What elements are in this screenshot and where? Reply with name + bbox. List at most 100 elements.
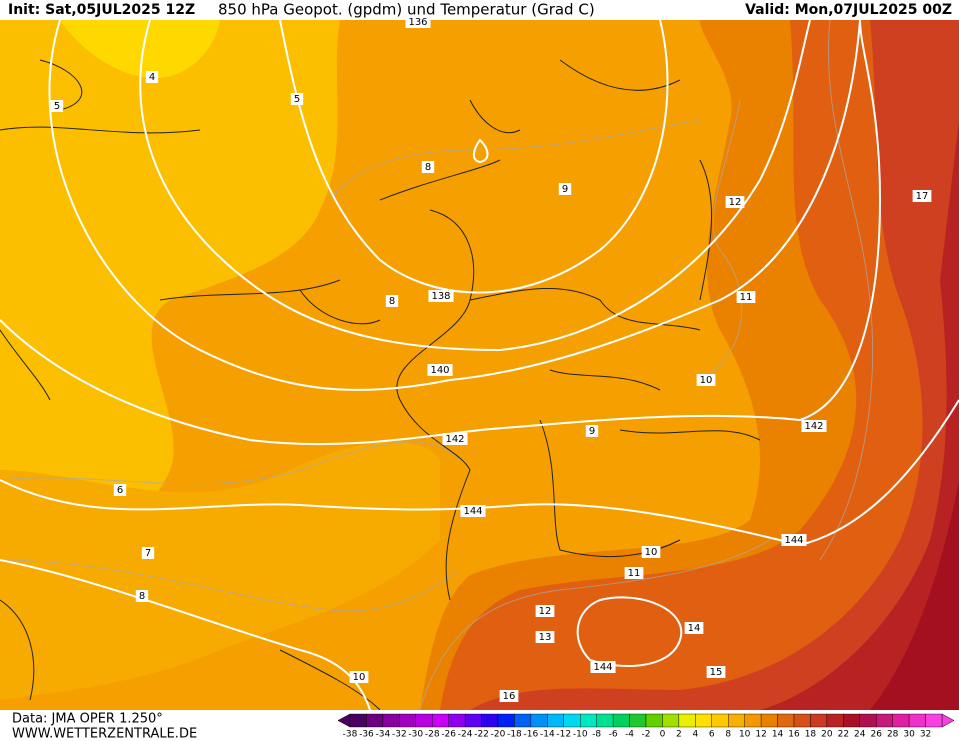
colorbar-swatch <box>629 713 647 728</box>
colorbar-label: 2 <box>676 730 682 740</box>
colorbar-swatch <box>596 713 614 728</box>
colorbar-swatch <box>645 713 663 728</box>
contour-label-text: 6 <box>117 485 123 496</box>
colorbar-label: -2 <box>642 730 651 740</box>
colorbar-swatch <box>448 713 466 728</box>
contour-label-box <box>725 196 745 208</box>
colorbar-label: 20 <box>821 730 833 740</box>
colorbar-label: -4 <box>625 730 634 740</box>
contour-label: 8 <box>421 161 435 173</box>
contour-label-box <box>558 183 572 195</box>
contour-label: 7 <box>141 547 155 559</box>
colorbar-swatch <box>810 713 828 728</box>
colorbar: -38 -36 -34 -32 -30 -28 -26 -24 -22 -20 -18 -16 -14-… <box>336 711 957 741</box>
contour-label-box <box>585 425 599 437</box>
contour-label: 10 <box>641 546 661 558</box>
contour-label: 15 <box>706 666 726 678</box>
colorbar-swatch <box>843 713 860 728</box>
contour-label-text: 144 <box>784 535 803 546</box>
colorbar-label: -10 <box>573 730 588 740</box>
colorbar-swatch <box>793 713 811 728</box>
contour-label: 12 <box>535 605 555 617</box>
colorbar-swatch <box>760 713 778 728</box>
contour-label: 9 <box>585 425 599 437</box>
isotherms <box>0 20 874 710</box>
contour-label-text: 142 <box>804 421 823 432</box>
colorbar-swatch <box>382 713 400 728</box>
colorbar-swatch <box>349 713 367 728</box>
contour-label-box <box>405 16 431 28</box>
contour-label-text: 5 <box>54 101 60 112</box>
contour-label: 9 <box>558 183 572 195</box>
colorbar-label: -28 <box>425 730 440 740</box>
contour-label: 11 <box>736 291 756 303</box>
contour-label-box <box>145 71 159 83</box>
borders <box>0 59 761 710</box>
field-red-orange <box>440 20 959 710</box>
contour-label-box <box>135 590 149 602</box>
contour-label-box <box>781 534 807 546</box>
colorbar-label: -34 <box>376 730 391 740</box>
colorbar-label: 4 <box>692 730 698 740</box>
contour-label-text: 15 <box>710 667 723 678</box>
contour-label-box <box>684 622 704 634</box>
contour-label: 16 <box>499 690 519 702</box>
contour-label: 10 <box>696 374 716 386</box>
colorbar-swatch <box>876 713 893 728</box>
contour-label-box <box>141 547 155 559</box>
colorbar-label: -36 <box>359 730 374 740</box>
colorbar-label: 12 <box>755 730 766 740</box>
contour-label-box <box>641 546 661 558</box>
map-field <box>0 20 959 710</box>
contour-label: 138 <box>428 290 454 302</box>
contour-label-text: 9 <box>562 184 568 195</box>
colorbar-swatch <box>662 713 680 728</box>
colorbar-swatch <box>744 713 762 728</box>
valid-label: Valid: Mon,07JUL2025 00Z <box>745 2 952 18</box>
contour-label: 142 <box>801 420 827 432</box>
website: WWW.WETTERZENTRALE.DE <box>12 727 197 741</box>
colorbar-label: -24 <box>458 730 473 740</box>
colorbar-label: -6 <box>609 730 618 740</box>
contour-label-box <box>113 484 127 496</box>
contour-label: 5 <box>290 93 304 105</box>
colorbar-swatch <box>826 713 844 728</box>
colorbar-swatch <box>612 713 630 728</box>
contour-label-text: 17 <box>916 191 929 202</box>
colorbar-swatch <box>728 713 745 728</box>
colorbar-swatch <box>695 713 712 728</box>
contour-label-box <box>428 290 454 302</box>
contour-label-box <box>696 374 716 386</box>
contour-label-text: 9 <box>589 426 595 437</box>
colorbar-label: -32 <box>392 730 407 740</box>
contour-label-box <box>912 190 932 202</box>
colorbar-swatch <box>925 713 943 728</box>
colorbar-label: 28 <box>887 730 899 740</box>
colorbar-swatch <box>547 713 564 728</box>
contour-label: 17 <box>912 190 932 202</box>
colorbar-swatch <box>892 713 910 728</box>
contour-label-text: 140 <box>430 365 449 376</box>
colorbar-swatch <box>399 713 416 728</box>
colorbar-swatch <box>514 713 532 728</box>
field-deep-red <box>870 480 959 710</box>
contour-label: 144 <box>590 661 616 673</box>
contour-label: 4 <box>145 71 159 83</box>
colorbar-swatch <box>859 713 877 728</box>
contour-label-text: 11 <box>628 568 641 579</box>
colorbar-label: -20 <box>491 730 506 740</box>
colorbar-swatch <box>908 713 926 728</box>
colorbar-swatch <box>563 713 581 728</box>
contour-label-text: 144 <box>593 662 612 673</box>
colorbar-label: -14 <box>540 730 555 740</box>
colorbar-swatch <box>678 713 696 728</box>
colorbar-swatch <box>464 713 482 728</box>
contour-label: 140 <box>427 364 453 376</box>
contour-label: 10 <box>349 671 369 683</box>
contour-label: 14 <box>684 622 704 634</box>
contour-label-box <box>535 631 555 643</box>
colorbar-swatch <box>777 713 795 728</box>
colorbar-swatch <box>432 713 449 728</box>
